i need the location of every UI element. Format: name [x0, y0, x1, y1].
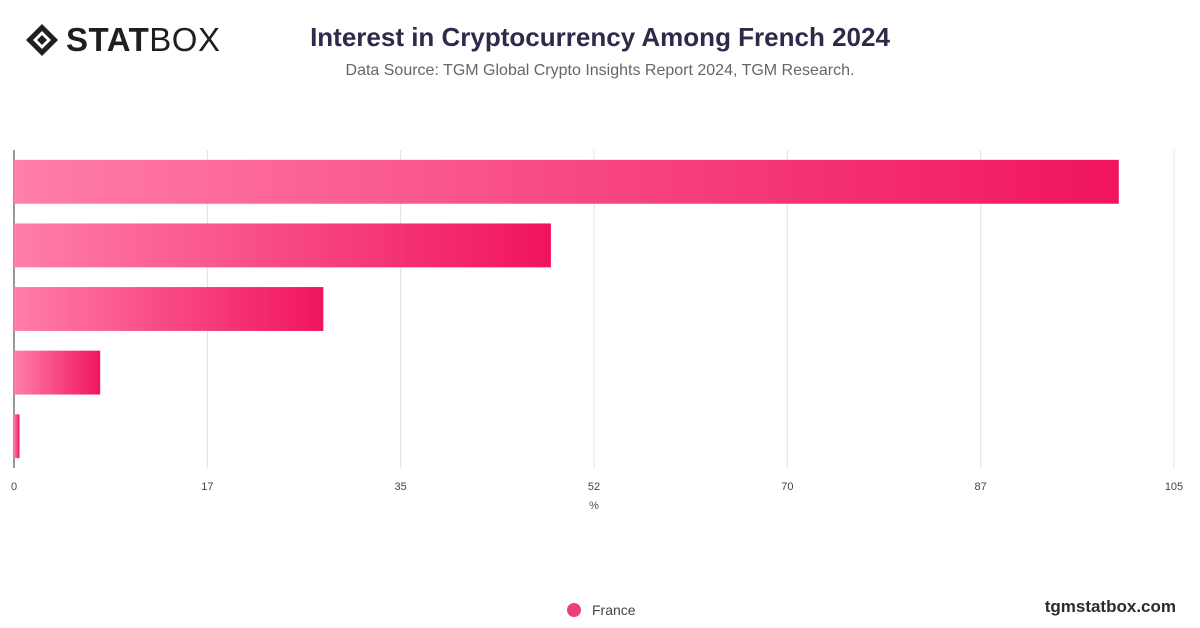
- x-tick-label: 87: [975, 481, 987, 493]
- brand-url: tgmstatbox.com: [1044, 597, 1176, 616]
- chart-subtitle: Data Source: TGM Global Crypto Insights …: [345, 62, 855, 79]
- x-tick-label: 105: [1165, 481, 1183, 493]
- bar-1[interactable]: [14, 159, 1119, 204]
- x-tick-label: 17: [201, 481, 213, 493]
- legend-swatch-france: [567, 603, 581, 617]
- x-axis-ticks: 0 17 35 52 70 87 105: [11, 481, 1183, 493]
- statbox-logo: STATBOX: [24, 22, 220, 58]
- x-axis-title: %: [589, 500, 599, 512]
- legend[interactable]: France: [567, 602, 636, 618]
- bar-5[interactable]: [14, 414, 20, 459]
- x-tick-label: 70: [781, 481, 793, 493]
- diamond-logo-icon: [26, 24, 58, 56]
- x-tick-label: 35: [395, 481, 407, 493]
- bars: [14, 159, 1119, 459]
- legend-label-france: France: [592, 602, 636, 618]
- bar-2[interactable]: [14, 223, 551, 268]
- x-tick-label: 52: [588, 481, 600, 493]
- logo-bold-text: STAT: [66, 21, 150, 58]
- chart-title: Interest in Cryptocurrency Among French …: [310, 22, 890, 52]
- bar-3[interactable]: [14, 287, 324, 331]
- logo-wordmark: STATBOX: [66, 22, 220, 58]
- x-tick-label: 0: [11, 481, 17, 493]
- logo-light-text: BOX: [149, 21, 221, 58]
- bar-4[interactable]: [14, 350, 101, 395]
